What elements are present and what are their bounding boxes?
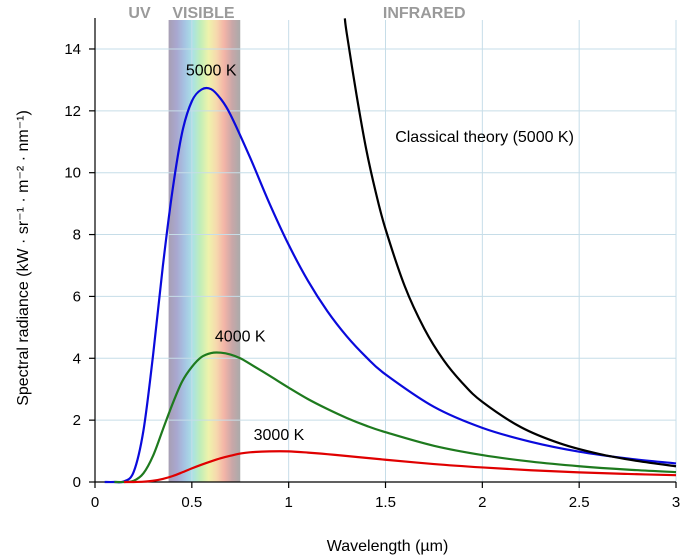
grid-layer	[95, 20, 677, 482]
classical-theory-curve	[343, 18, 677, 468]
y-tick-label: 6	[73, 288, 81, 305]
y-tick-label: 0	[73, 474, 81, 491]
x-tick-label: 0	[91, 494, 99, 511]
series-4000k-label: 4000 K	[215, 328, 266, 345]
y-tick-label: 8	[73, 227, 81, 244]
region-label-uv: UV	[128, 5, 151, 22]
series-5000k-curve	[104, 86, 677, 484]
x-tick-label: 2.5	[569, 494, 590, 511]
text-layer: 0 0.5 1 1.5 2 2.5 3 0 2 4 6 8 10 12 14 5000 K 4000 K 3000…	[15, 5, 680, 555]
series-layer	[104, 18, 677, 484]
classical-theory-label: Classical theory (5000 K)	[395, 129, 574, 146]
series-3000k-curve	[124, 450, 677, 484]
x-tick-label: 2	[478, 494, 486, 511]
x-tick-label: 0.5	[181, 494, 202, 511]
series-3000k-label: 3000 K	[254, 427, 305, 444]
visible-band-layer	[168, 20, 241, 482]
series-5000k-label: 5000 K	[186, 62, 237, 79]
y-tick-label: 10	[64, 165, 81, 182]
y-tick-label: 12	[64, 103, 81, 120]
y-tick-label: 2	[73, 412, 81, 429]
x-tick-label: 1	[284, 494, 292, 511]
visible-spectrum-band	[168, 20, 241, 482]
region-label-visible: VISIBLE	[172, 5, 235, 22]
y-axis-title: Spectral radiance (kW · sr⁻¹ · m⁻² · nm⁻…	[15, 110, 32, 406]
region-label-infrared: INFRARED	[383, 5, 466, 22]
y-tick-label: 4	[73, 350, 81, 367]
axes-layer	[89, 18, 677, 488]
x-tick-label: 3	[672, 494, 680, 511]
x-axis-title: Wavelength (µm)	[327, 538, 449, 555]
series-4000k-curve	[114, 351, 677, 484]
y-tick-label: 14	[64, 41, 81, 58]
x-tick-label: 1.5	[375, 494, 396, 511]
